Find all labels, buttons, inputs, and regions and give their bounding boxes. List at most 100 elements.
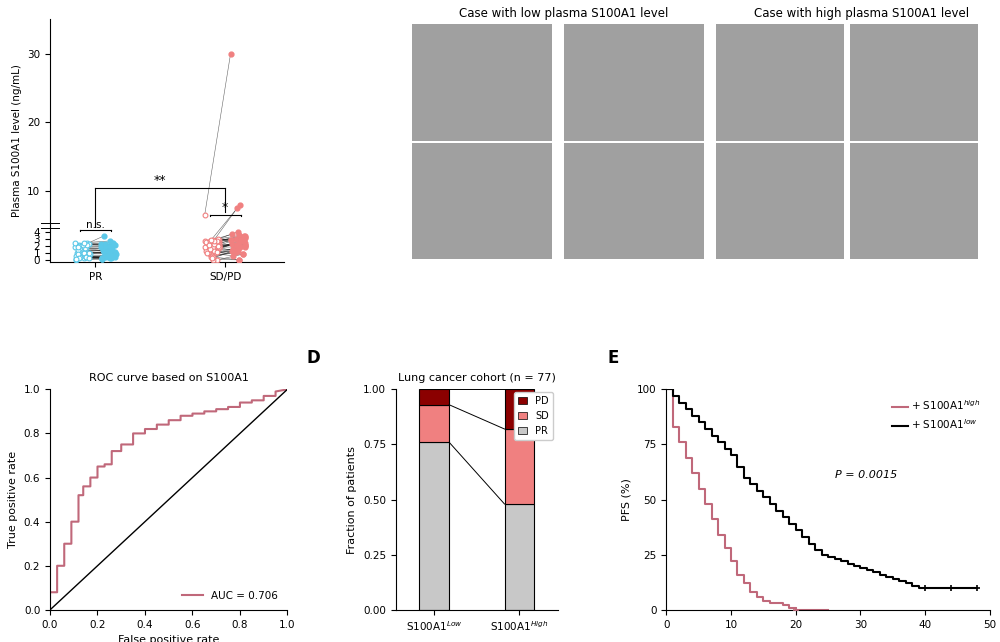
Point <box>231 255 247 265</box>
Bar <box>716 143 844 259</box>
Point <box>71 239 87 250</box>
Point <box>205 235 221 245</box>
Point <box>211 239 227 250</box>
Point <box>68 255 84 265</box>
Point <box>105 239 121 250</box>
Bar <box>716 24 844 141</box>
+ S100A1$^{high}$ <box>731 571 743 578</box>
+ S100A1$^{low}$ <box>783 520 795 528</box>
+ S100A1$^{low}$ <box>809 546 821 554</box>
Point <box>96 246 112 256</box>
+ S100A1$^{low}$ <box>854 564 866 572</box>
Line: + S100A1$^{low}$: + S100A1$^{low}$ <box>666 389 977 588</box>
Point <box>237 239 253 250</box>
Point <box>78 243 94 253</box>
+ S100A1$^{high}$ <box>822 606 834 614</box>
Point <box>94 254 110 264</box>
Point <box>107 247 123 257</box>
+ S100A1$^{high}$ <box>667 423 679 431</box>
Point <box>197 236 213 247</box>
Point <box>79 238 95 248</box>
Point <box>68 254 84 265</box>
Point <box>94 254 110 265</box>
Point <box>232 234 248 244</box>
Point <box>101 241 117 251</box>
Point <box>93 239 109 249</box>
Point <box>72 252 88 262</box>
Bar <box>505 429 534 504</box>
Point <box>211 235 227 245</box>
Point <box>107 239 123 250</box>
+ S100A1$^{low}$ <box>770 507 782 514</box>
Point <box>237 242 253 252</box>
Point <box>225 244 241 254</box>
Point <box>205 242 221 252</box>
+ S100A1$^{high}$ <box>757 597 769 605</box>
Point <box>198 236 214 247</box>
Point <box>76 248 92 258</box>
+ S100A1$^{low}$ <box>803 540 815 548</box>
Point <box>81 247 97 257</box>
Point <box>93 242 109 252</box>
+ S100A1$^{low}$ <box>744 480 756 488</box>
Point <box>75 248 91 258</box>
Point <box>76 248 92 258</box>
Point <box>235 249 251 259</box>
Bar <box>412 143 552 259</box>
Point <box>75 239 91 250</box>
Point <box>211 239 227 250</box>
+ S100A1$^{low}$ <box>926 584 938 592</box>
Point <box>79 239 95 250</box>
Point <box>102 254 118 264</box>
Point <box>104 252 120 262</box>
Point <box>232 200 248 210</box>
Point <box>202 249 218 259</box>
+ S100A1$^{low}$ <box>919 584 931 592</box>
+ S100A1$^{low}$ <box>790 526 802 534</box>
+ S100A1$^{low}$ <box>764 500 776 508</box>
Point <box>108 248 124 259</box>
Point <box>224 229 240 239</box>
+ S100A1$^{low}$ <box>712 438 724 446</box>
Point <box>99 246 115 256</box>
+ S100A1$^{low}$ <box>835 557 847 565</box>
Line: + S100A1$^{high}$: + S100A1$^{high}$ <box>666 389 828 610</box>
+ S100A1$^{low}$ <box>693 419 705 426</box>
Point <box>237 241 253 251</box>
Point <box>228 245 244 256</box>
+ S100A1$^{high}$ <box>706 516 718 523</box>
Point <box>237 238 253 248</box>
Point <box>206 239 222 249</box>
Point <box>235 232 251 243</box>
Point <box>223 235 239 245</box>
Point <box>236 236 252 246</box>
+ S100A1$^{low}$ <box>829 555 841 563</box>
Point <box>237 231 253 241</box>
+ S100A1$^{high}$ <box>680 454 692 462</box>
Point <box>204 236 220 247</box>
Point <box>71 253 87 263</box>
Point <box>202 244 218 254</box>
+ S100A1$^{low}$ <box>906 582 918 589</box>
Point <box>67 238 83 248</box>
+ S100A1$^{high}$ <box>783 604 795 612</box>
Point <box>76 253 92 263</box>
Point <box>78 252 94 263</box>
Point <box>102 247 118 257</box>
Point <box>96 230 112 241</box>
+ S100A1$^{low}$ <box>945 584 957 592</box>
Point <box>206 246 222 256</box>
+ S100A1$^{low}$ <box>738 474 750 482</box>
Point <box>204 250 220 260</box>
Point <box>70 242 86 252</box>
Point <box>94 253 110 263</box>
Point <box>76 252 92 263</box>
Text: **: ** <box>154 174 167 187</box>
Point <box>198 247 214 257</box>
+ S100A1$^{low}$ <box>725 451 737 459</box>
Point <box>97 250 113 261</box>
Point <box>71 241 87 251</box>
Point <box>211 243 227 253</box>
Point <box>223 49 239 59</box>
Point <box>237 232 253 242</box>
